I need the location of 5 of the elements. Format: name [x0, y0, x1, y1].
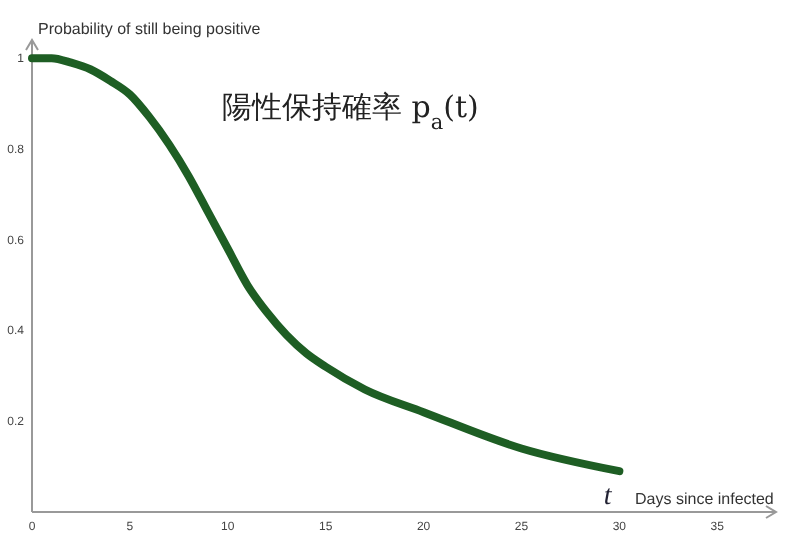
annotation: t [603, 482, 614, 512]
x-axis-title: Days since infected [635, 490, 774, 508]
annotation: 陽性保持確率 p$_{a}$(t) [221, 89, 479, 136]
y-axis-title: Probability of still being positive [38, 20, 262, 38]
line-series [28, 54, 624, 476]
